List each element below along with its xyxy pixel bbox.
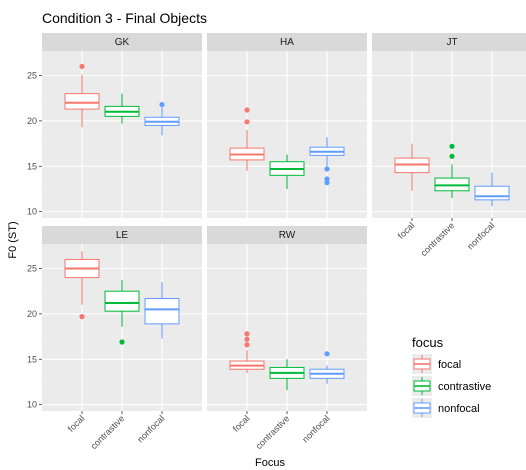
x-tick-label: focal — [231, 413, 252, 434]
x-tick-label: focal — [396, 220, 417, 241]
chart-title: Condition 3 - Final Objects — [42, 10, 207, 26]
facet-label: HA — [280, 37, 294, 48]
facet-label: JT — [446, 37, 457, 48]
facet-strip — [42, 33, 202, 51]
outlier-point — [449, 153, 455, 159]
outlier-point — [244, 331, 250, 337]
outlier-point — [324, 166, 330, 172]
outlier-point — [159, 101, 165, 108]
box-nonfocal — [144, 282, 180, 339]
legend-label: contrastive — [438, 381, 491, 393]
legend-label: nonfocal — [438, 403, 480, 415]
x-tick-label: contrastive — [419, 220, 457, 258]
y-tick-label: 20 — [27, 309, 37, 319]
x-tick-label: contrastive — [89, 413, 127, 451]
box-nonfocal — [144, 101, 180, 136]
box-contrastive — [434, 143, 470, 199]
outlier-point — [449, 143, 455, 149]
legend-title: focus — [412, 335, 444, 350]
y-tick-label: 25 — [27, 71, 37, 81]
x-axis-title: Focus — [255, 457, 285, 469]
y-tick-label: 10 — [27, 207, 37, 217]
x-tick-label: focal — [66, 413, 87, 434]
legend-label: focal — [438, 359, 461, 371]
legend-item-focal: focal — [412, 354, 461, 374]
interquartile-box — [144, 297, 180, 325]
facet-strip — [372, 33, 526, 51]
outlier-point — [244, 119, 250, 125]
outlier-point — [119, 339, 125, 345]
x-tick-label: contrastive — [254, 413, 292, 451]
interquartile-box — [104, 290, 140, 312]
legend-item-contrastive: contrastive — [412, 376, 491, 396]
box-contrastive — [269, 154, 305, 189]
y-tick-label: 15 — [27, 161, 37, 171]
y-tick-label: 20 — [27, 116, 37, 126]
outlier-point — [79, 314, 85, 320]
legend-item-nonfocal: nonfocal — [412, 398, 480, 418]
outlier-point — [324, 351, 330, 357]
box-contrastive — [104, 93, 140, 124]
box-focal — [229, 107, 265, 171]
outlier-point — [324, 176, 330, 182]
facet-strip — [207, 33, 367, 51]
facet-strip — [42, 226, 202, 244]
box-focal — [394, 143, 430, 191]
facet-label: GK — [115, 37, 130, 48]
y-tick-label: 10 — [27, 400, 37, 410]
x-tick-label: nonfocal — [465, 220, 496, 251]
y-axis-title: F0 (ST) — [7, 221, 19, 258]
box-nonfocal — [309, 351, 345, 384]
x-tick-label: nonfocal — [300, 413, 331, 444]
box-focal — [64, 251, 100, 320]
outlier-point — [244, 336, 250, 342]
box-contrastive — [104, 280, 140, 345]
y-tick-label: 25 — [27, 264, 37, 274]
facet-label: LE — [116, 230, 129, 241]
box-focal — [229, 331, 265, 373]
interquartile-box — [64, 93, 100, 110]
y-tick-label: 15 — [27, 354, 37, 364]
box-focal — [64, 63, 100, 128]
facet-label: RW — [279, 230, 296, 241]
outlier-point — [79, 63, 85, 70]
outlier-point — [324, 180, 330, 186]
interquartile-box — [474, 185, 510, 201]
box-contrastive — [269, 359, 305, 391]
facet-strip — [207, 226, 367, 244]
outlier-point — [244, 107, 250, 113]
outlier-point — [244, 342, 250, 348]
x-tick-label: nonfocal — [135, 413, 166, 444]
box-nonfocal — [309, 137, 345, 186]
box-nonfocal — [474, 172, 510, 207]
legend: focus focal contrastive nonfocal — [412, 335, 491, 418]
